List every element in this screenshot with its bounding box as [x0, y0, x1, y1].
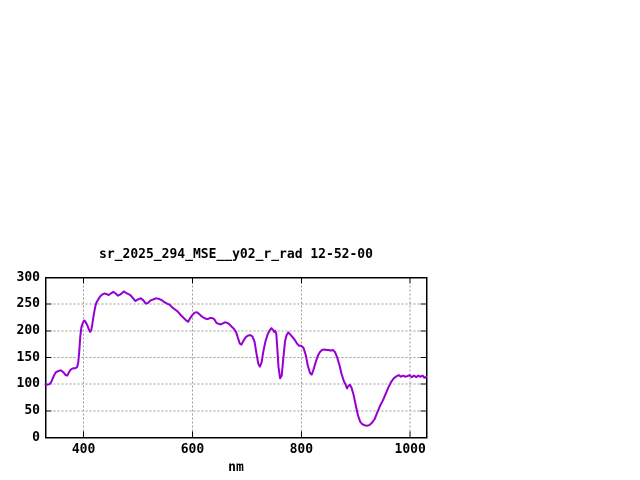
x-axis-label: nm: [228, 460, 244, 475]
series-spectral-radiance: [44, 290, 428, 427]
y-tick-label-200: 200: [16, 322, 40, 338]
y-tick-label-150: 150: [16, 349, 40, 365]
x-tick-label-800: 800: [289, 442, 314, 457]
y-tick-label-50: 50: [24, 402, 40, 418]
plot-border: [44, 276, 428, 439]
y-tick-label-0: 0: [32, 429, 40, 445]
x-tick-label-1000: 1000: [394, 442, 426, 457]
y-tick-label-100: 100: [16, 376, 40, 392]
y-tick-label-250: 250: [16, 296, 40, 312]
x-tick-label-400: 400: [71, 442, 96, 457]
x-tick-label-600: 600: [180, 442, 205, 457]
y-tick-label-300: 300: [16, 269, 40, 285]
chart-title: sr_2025_294_MSE__y02_r_rad 12-52-00: [99, 247, 373, 262]
